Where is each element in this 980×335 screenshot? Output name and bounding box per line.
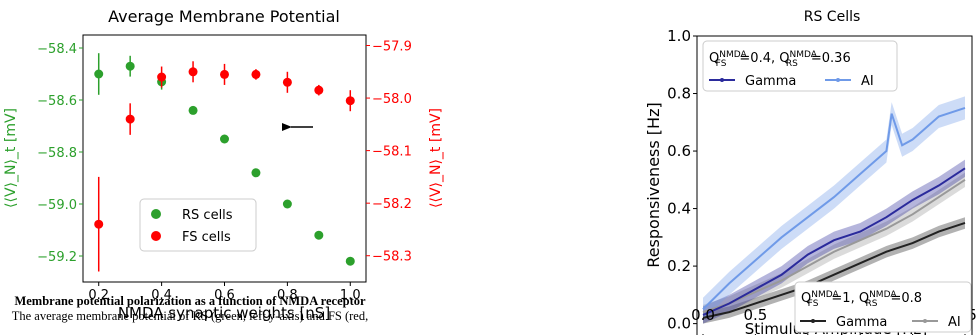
fs-point xyxy=(94,219,104,229)
fs-point xyxy=(220,69,229,79)
left-y-tick-label: −59.2 xyxy=(37,250,77,265)
left-y-tick-label: −59.0 xyxy=(37,198,77,213)
left-legend-box xyxy=(139,198,257,252)
ai-control-line xyxy=(702,178,966,314)
left-legend: RS cells FS cells xyxy=(139,198,257,252)
left-y-tick-label: −58.4 xyxy=(37,42,77,57)
bottom-legend-gamma-dot xyxy=(811,319,815,323)
right-x-tick-label: 0.5 xyxy=(743,306,767,324)
right-y-tick-label: 0.6 xyxy=(667,142,691,160)
fs-point xyxy=(125,114,135,124)
top-legend-gamma-dot xyxy=(720,78,724,82)
bottom-legend-ai-label: AI xyxy=(948,315,961,330)
right-chart: RS Cells 0.00.51.01.52.02.5 0.00.20.40.6… xyxy=(644,9,977,335)
caption-title: Membrane potential polarization as a fun… xyxy=(14,294,366,308)
left-x-tick-label: 0.4 xyxy=(151,288,172,303)
left-x-ticks: 0.2 0.4 0.6 0.8 1.0 xyxy=(88,282,361,303)
rs-point xyxy=(251,168,261,178)
right-y-tick-label: 0.4 xyxy=(667,200,691,218)
rs-point xyxy=(94,69,104,79)
right-x-tick-label: 0.0 xyxy=(691,306,715,324)
right-y-tick-label: −57.9 xyxy=(372,40,412,55)
right-chart-title: RS Cells xyxy=(804,9,861,25)
top-legend-ai-label: AI xyxy=(861,74,874,89)
gamma-control-band xyxy=(703,217,965,324)
left-x-tick-label: 0.6 xyxy=(214,288,235,303)
right-y-tick-label: 1.0 xyxy=(667,27,691,45)
figure-caption: Membrane potential polarization as a fun… xyxy=(0,294,380,324)
top-legend-gamma-label: Gamma xyxy=(745,74,796,89)
bottom-legend: QNMDA FS =1, QNMDA RS =0.8 Gamma AI xyxy=(794,281,972,333)
right-plot-frame xyxy=(696,35,973,335)
right-y-tick-label: −58.2 xyxy=(372,197,412,212)
rs-point xyxy=(188,105,198,115)
left-x-tick-label: 0.2 xyxy=(88,288,109,303)
gamma-model-line xyxy=(702,167,966,316)
ai-model-line xyxy=(702,106,966,310)
fs-point xyxy=(314,85,324,95)
right-y-axis-label: Responsiveness [Hz] xyxy=(644,102,663,267)
rs-point xyxy=(282,199,292,209)
left-x-tick-label: 1.0 xyxy=(340,288,361,303)
top-legend-ai-dot xyxy=(836,78,840,82)
right-y-tick-label: −58.1 xyxy=(372,145,412,160)
right-y-tick-label: −58.3 xyxy=(372,250,412,265)
right-y-tick-label: 0.2 xyxy=(667,257,691,275)
bottom-legend-title: QNMDA FS =1, QNMDA RS =0.8 xyxy=(801,290,922,309)
legend-rs-label: RS cells xyxy=(182,208,233,223)
left-chart-title: Average Membrane Potential xyxy=(108,7,340,26)
caption-body: The average membrane potential of RS (gr… xyxy=(11,309,369,323)
right-series-lines xyxy=(702,106,966,319)
bottom-legend-ai-dot xyxy=(923,319,927,323)
ai-model-band xyxy=(703,96,965,321)
bottom-legend-gamma-label: Gamma xyxy=(836,315,887,330)
legend-rs-marker xyxy=(151,209,161,219)
right-y-tick-label: −58.0 xyxy=(372,92,412,107)
rs-point xyxy=(220,134,229,144)
left-x-tick-label: 0.8 xyxy=(277,288,298,303)
top-legend-box xyxy=(702,40,898,92)
right-y-ticks: −57.9 −58.0 −58.1 −58.2 −58.3 xyxy=(366,40,412,265)
right-y-tick-label: 0.0 xyxy=(667,315,691,333)
left-y-ticks: −58.4 −58.6 −58.8 −59.0 −59.2 xyxy=(37,42,83,265)
legend-fs-marker xyxy=(151,231,161,241)
top-legend: QNMDA FS =0.4, QNMDA RS =0.36 Gamma AI xyxy=(702,40,898,92)
left-data-marks xyxy=(94,53,355,272)
right-y-axis-label: ⟨⟨V⟩_N⟩_t [mV] xyxy=(428,108,444,208)
left-y-tick-label: −58.8 xyxy=(37,146,77,161)
left-y-tick-label: −58.6 xyxy=(37,94,77,109)
top-legend-title: QNMDA FS =0.4, QNMDA RS =0.36 xyxy=(709,50,851,69)
gamma-control-line xyxy=(702,222,966,319)
bottom-legend-box xyxy=(794,281,972,333)
rs-point xyxy=(125,61,135,71)
fs-point xyxy=(345,96,355,106)
left-y-axis-label: ⟨⟨V⟩_N⟩_t [mV] xyxy=(3,108,19,208)
left-chart: Average Membrane Potential 0.2 0.4 0.6 0.8 1… xyxy=(3,7,444,322)
rs-point xyxy=(314,230,324,240)
fs-point xyxy=(251,69,261,79)
fs-point xyxy=(282,77,292,87)
right-y-tick-label: 0.8 xyxy=(667,85,691,103)
left-x-axis-label: NMDA synaptic weights [nS] xyxy=(118,304,330,322)
legend-fs-label: FS cells xyxy=(182,230,231,245)
fs-point xyxy=(157,72,167,82)
right-y-ticks: 0.0 0.2 0.4 0.6 0.8 1.0 xyxy=(667,27,697,333)
rs-point xyxy=(345,256,355,266)
fs-point xyxy=(188,67,198,77)
